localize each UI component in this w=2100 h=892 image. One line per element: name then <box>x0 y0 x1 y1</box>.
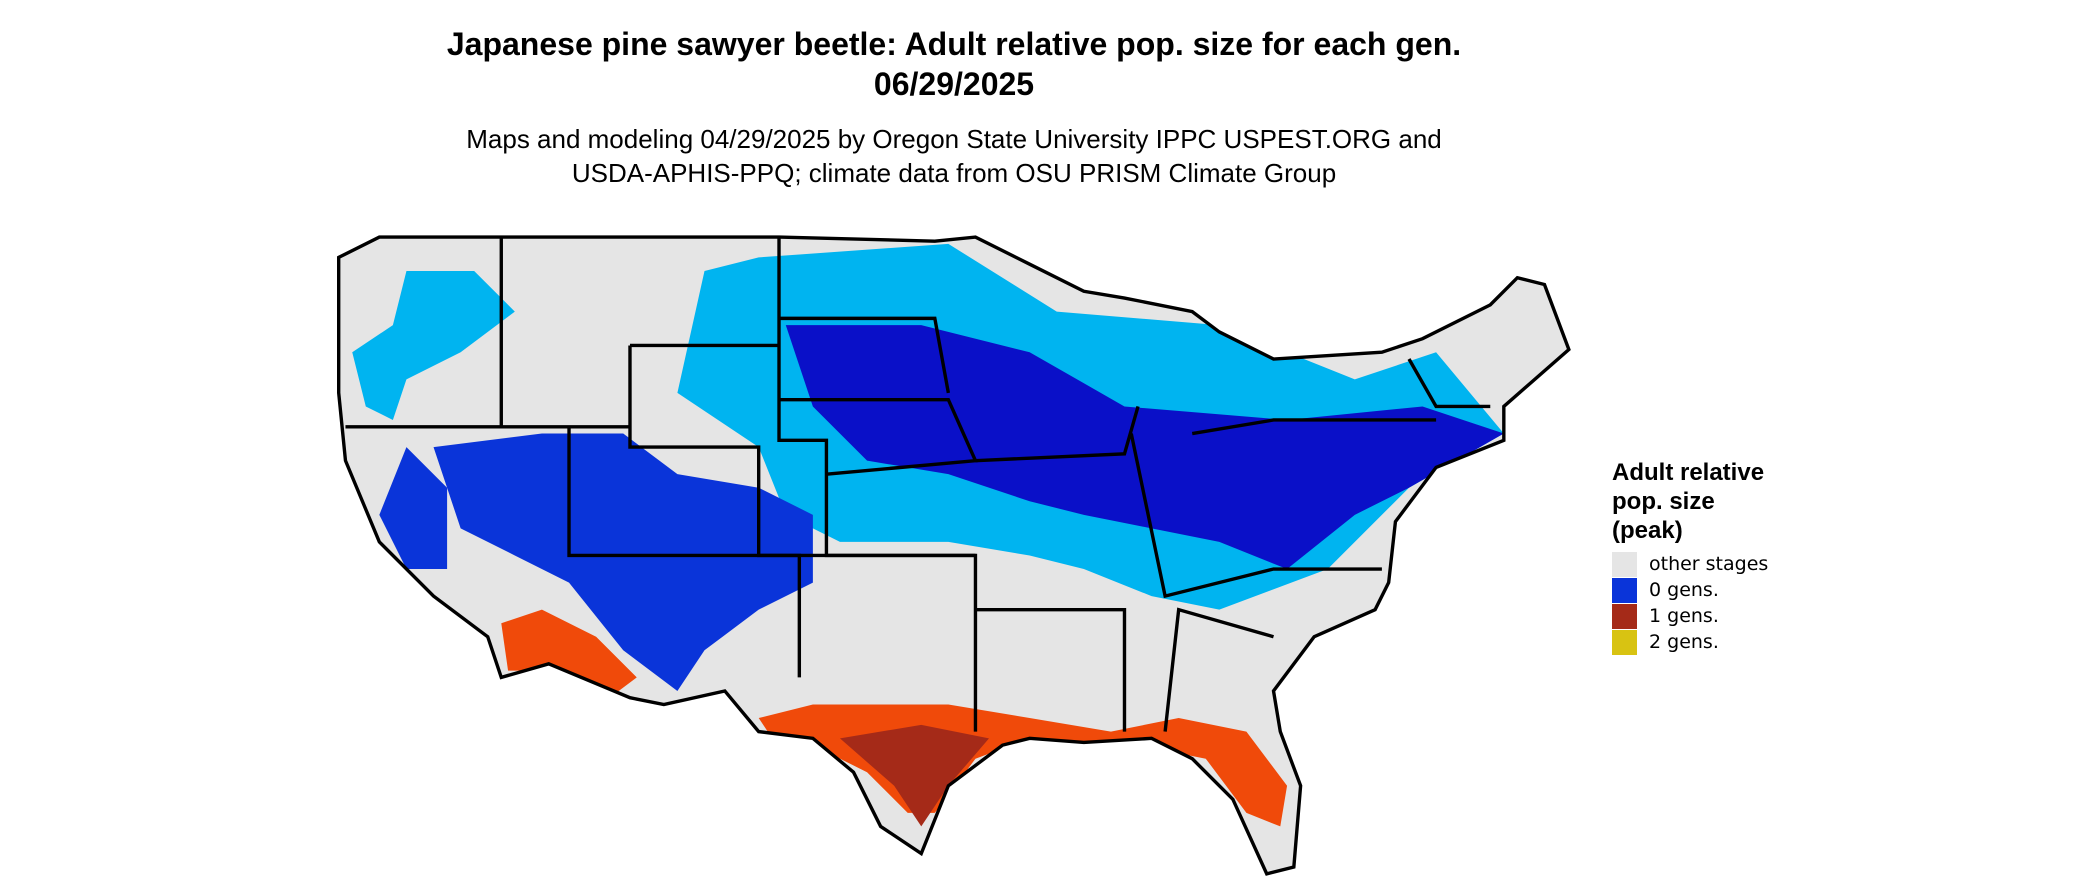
legend-label: 0 gens. <box>1649 579 1719 601</box>
us-map <box>337 235 1571 876</box>
legend-item: 1 gens. <box>1612 603 1852 629</box>
legend: Adult relative pop. size (peak) other st… <box>1612 458 1852 655</box>
legend-title: Adult relative pop. size (peak) <box>1612 459 1765 544</box>
legend-label: other stages <box>1649 553 1769 575</box>
legend-label: 1 gens. <box>1649 605 1719 627</box>
subtitle: Maps and modeling 04/29/2025 by Oregon S… <box>466 124 1442 188</box>
legend-swatch <box>1612 551 1637 577</box>
legend-swatch <box>1612 603 1637 629</box>
legend-items: other stages 0 gens. 1 gens. 2 gens. <box>1612 551 1852 655</box>
legend-label: 2 gens. <box>1649 631 1719 653</box>
legend-item: 0 gens. <box>1612 577 1852 603</box>
legend-item: 2 gens. <box>1612 629 1852 655</box>
legend-item: other stages <box>1612 551 1852 577</box>
legend-swatch <box>1612 577 1637 603</box>
legend-swatch <box>1612 629 1637 655</box>
title: Japanese pine sawyer beetle: Adult relat… <box>446 26 1462 102</box>
